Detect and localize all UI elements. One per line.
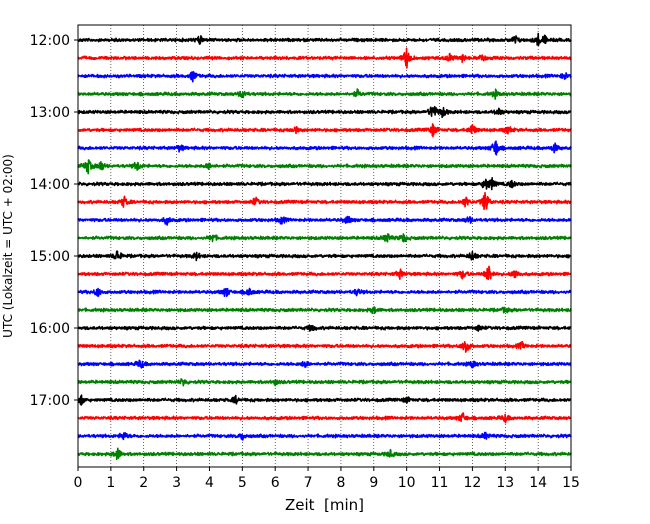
x-tick-label-15: 15: [562, 475, 580, 491]
trace-1730: [77, 431, 572, 441]
x-tick-label-5: 5: [238, 475, 247, 491]
trace-1615: [77, 340, 572, 353]
trace-1430: [77, 215, 572, 226]
trace-1445: [77, 233, 572, 243]
tick-layer: 0 1 2 3 4 5 6 7 8 9 10 11 12 13 14 1512:0013:0014:0015:…: [30, 33, 580, 491]
x-tick-label-7: 7: [304, 475, 313, 491]
x-tick-label-10: 10: [398, 475, 416, 491]
trace-1400: [77, 176, 572, 191]
x-tick-label-12: 12: [463, 475, 481, 491]
trace-1245: [77, 88, 572, 100]
trace-1345: [77, 159, 572, 175]
x-tick-label-9: 9: [369, 475, 378, 491]
y-tick-label-4: 16:00: [30, 321, 70, 337]
x-tick-label-4: 4: [205, 475, 214, 491]
trace-1215: [77, 47, 572, 69]
trace-1300: [77, 105, 572, 119]
x-tick-label-1: 1: [106, 475, 115, 491]
y-tick-label-0: 12:00: [30, 33, 70, 49]
x-axis-label: Zeit [min]: [285, 496, 364, 514]
trace-1230: [77, 70, 572, 83]
trace-layer: [77, 32, 572, 461]
x-tick-label-14: 14: [529, 475, 547, 491]
trace-1630: [77, 359, 572, 369]
x-tick-label-2: 2: [139, 475, 148, 491]
trace-1515: [77, 265, 572, 281]
trace-1745: [77, 447, 572, 461]
trace-1600: [77, 324, 572, 332]
trace-1415: [77, 191, 572, 211]
trace-1700: [77, 394, 572, 406]
trace-1645: [77, 378, 572, 387]
x-tick-label-11: 11: [431, 475, 449, 491]
trace-1530: [77, 287, 572, 297]
x-tick-label-8: 8: [336, 475, 345, 491]
y-tick-label-2: 14:00: [30, 177, 70, 193]
x-tick-label-0: 0: [74, 475, 83, 491]
trace-1330: [77, 140, 572, 156]
trace-1200: [77, 32, 572, 47]
trace-1545: [77, 306, 572, 315]
axes-frame: [77, 24, 572, 468]
y-tick-label-1: 13:00: [30, 105, 70, 121]
y-axis-label: UTC (Lokalzeit = UTC + 02:00): [1, 154, 15, 338]
y-tick-label-5: 17:00: [30, 393, 70, 409]
x-tick-label-6: 6: [271, 475, 280, 491]
trace-1315: [77, 123, 572, 138]
y-tick-label-3: 15:00: [30, 249, 70, 265]
trace-1715: [77, 412, 572, 424]
x-tick-label-3: 3: [172, 475, 181, 491]
trace-1500: [77, 250, 572, 262]
x-tick-label-13: 13: [496, 475, 514, 491]
